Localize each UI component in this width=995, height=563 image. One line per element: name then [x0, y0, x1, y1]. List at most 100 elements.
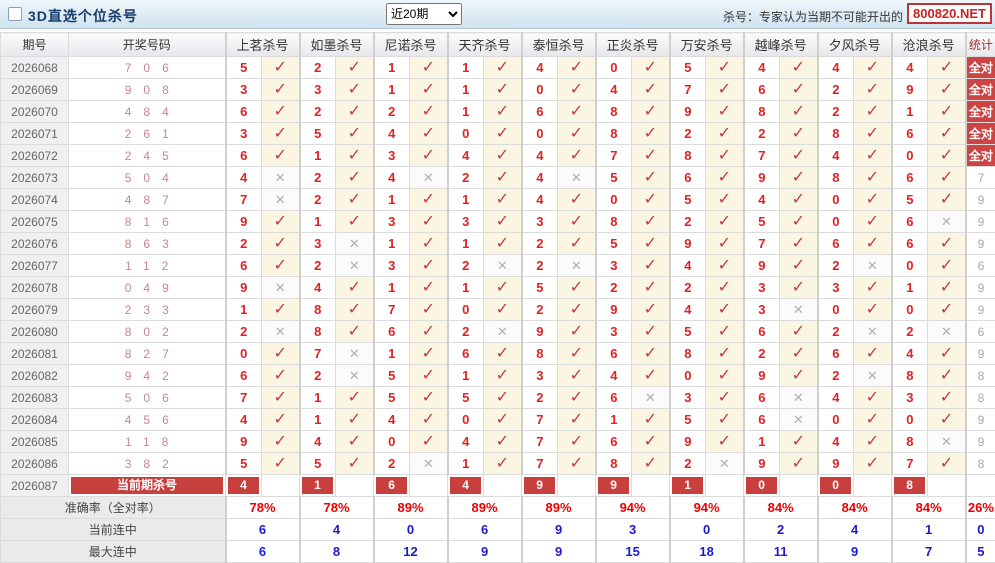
kill-number-cell: 7 [522, 409, 558, 431]
check-icon: ✓ [422, 367, 435, 384]
check-icon: ✓ [940, 389, 953, 406]
result-cell: ✕ [780, 387, 818, 409]
kill-number-cell: 9 [892, 79, 928, 101]
kill-number-cell: 2 [448, 167, 484, 189]
result-cell: ✓ [706, 233, 744, 255]
check-icon: ✓ [422, 433, 435, 450]
kill-number-cell: 2 [374, 101, 410, 123]
result-cell: ✓ [928, 277, 966, 299]
summary-stat-cell: 26% [966, 497, 995, 519]
panel-checkbox[interactable] [8, 7, 22, 21]
summary-stat-cell: 5 [966, 541, 995, 563]
check-icon: ✓ [348, 103, 361, 120]
cross-icon: ✕ [941, 214, 952, 229]
check-icon: ✓ [274, 125, 287, 142]
kill-number-cell: 0 [818, 409, 854, 431]
stat-cell: 9 [966, 299, 995, 321]
result-cell: ✓ [558, 431, 596, 453]
kill-number-cell: 3 [522, 211, 558, 233]
result-cell: ✓ [484, 79, 522, 101]
col-expert: 泰恒杀号 [522, 33, 596, 57]
kill-number-cell: 5 [596, 233, 632, 255]
current-kill-cell: 1 [670, 475, 706, 497]
check-icon: ✓ [940, 455, 953, 472]
check-icon: ✓ [792, 147, 805, 164]
check-icon: ✓ [644, 455, 657, 472]
check-icon: ✓ [274, 257, 287, 274]
check-icon: ✓ [644, 411, 657, 428]
col-expert: 沧浪杀号 [892, 33, 966, 57]
kill-number-cell: 3 [226, 79, 262, 101]
check-icon: ✓ [718, 411, 731, 428]
kill-number-cell: 1 [448, 453, 484, 475]
summary-value-cell: 6 [226, 519, 300, 541]
kill-number-cell: 4 [300, 431, 336, 453]
result-cell: ✓ [484, 57, 522, 79]
draw-cell: 382 [69, 453, 226, 475]
col-expert: 天齐杀号 [448, 33, 522, 57]
result-cell: ✓ [632, 145, 670, 167]
check-icon: ✓ [792, 169, 805, 186]
kill-number-cell: 8 [596, 453, 632, 475]
result-cell: ✓ [558, 277, 596, 299]
result-cell: ✓ [706, 101, 744, 123]
period-cell: 2026072 [1, 145, 69, 167]
check-icon: ✓ [718, 213, 731, 230]
kill-number-cell: 4 [448, 145, 484, 167]
check-icon: ✓ [274, 433, 287, 450]
check-icon: ✓ [570, 103, 583, 120]
result-cell: ✓ [780, 101, 818, 123]
summary-value-cell: 1 [892, 519, 966, 541]
check-icon: ✓ [570, 301, 583, 318]
result-cell: ✓ [410, 57, 448, 79]
check-icon: ✓ [718, 147, 731, 164]
result-cell: ✓ [632, 211, 670, 233]
check-icon: ✓ [274, 345, 287, 362]
result-cell: ✓ [262, 343, 300, 365]
result-cell: ✕ [780, 409, 818, 431]
check-icon: ✓ [866, 235, 879, 252]
check-icon: ✓ [496, 345, 509, 362]
check-icon: ✓ [792, 125, 805, 142]
result-cell: ✓ [484, 387, 522, 409]
kill-number-cell: 2 [448, 255, 484, 277]
kill-number-cell: 1 [374, 57, 410, 79]
cross-icon: ✕ [275, 170, 286, 185]
result-cell: ✓ [854, 233, 892, 255]
check-icon: ✓ [644, 213, 657, 230]
kill-number-cell: 6 [226, 365, 262, 387]
result-cell: ✓ [854, 453, 892, 475]
kill-number-cell: 8 [818, 123, 854, 145]
result-cell: ✕ [262, 189, 300, 211]
result-cell: ✓ [410, 123, 448, 145]
check-icon: ✓ [570, 433, 583, 450]
check-icon: ✓ [866, 411, 879, 428]
check-icon: ✓ [422, 257, 435, 274]
check-icon: ✓ [940, 301, 953, 318]
current-kill-cell: 0 [818, 475, 854, 497]
kill-number-cell: 1 [448, 101, 484, 123]
kill-number-cell: 2 [226, 321, 262, 343]
result-cell: ✓ [558, 145, 596, 167]
check-icon: ✓ [718, 125, 731, 142]
check-icon: ✓ [422, 103, 435, 120]
kill-number-cell: 2 [818, 79, 854, 101]
kill-number-cell: 0 [892, 255, 928, 277]
current-kill-cell: 4 [226, 475, 262, 497]
result-cell: ✓ [410, 321, 448, 343]
range-select[interactable]: 近20期 [386, 3, 462, 25]
result-cell: ✓ [410, 343, 448, 365]
current-kill-number: 4 [450, 477, 481, 494]
kill-number-cell: 8 [818, 167, 854, 189]
kill-number-cell: 2 [670, 211, 706, 233]
period-cell: 2026082 [1, 365, 69, 387]
kill-number-cell: 3 [226, 123, 262, 145]
result-cell-empty [632, 475, 670, 497]
result-cell: ✕ [336, 365, 374, 387]
kill-number-cell: 2 [818, 101, 854, 123]
check-icon: ✓ [718, 257, 731, 274]
kill-number-cell: 4 [226, 167, 262, 189]
check-icon: ✓ [422, 191, 435, 208]
result-cell: ✓ [928, 453, 966, 475]
